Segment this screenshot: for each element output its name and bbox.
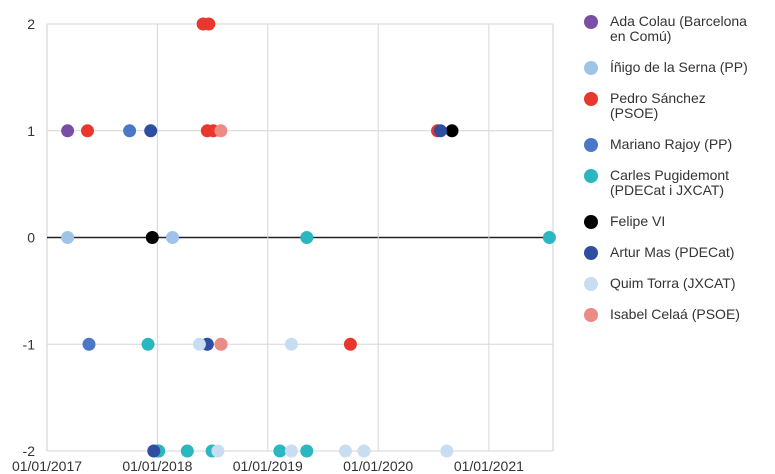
legend-marker — [584, 61, 598, 75]
y-tick-label: 2 — [27, 16, 35, 32]
data-point — [144, 124, 157, 137]
data-point — [61, 231, 74, 244]
legend-marker — [584, 15, 598, 29]
data-point — [193, 338, 206, 351]
data-point — [344, 338, 357, 351]
legend-marker — [584, 246, 598, 260]
legend-marker — [584, 215, 598, 229]
legend-item[interactable]: Felipe VI — [584, 213, 665, 229]
data-point — [300, 445, 313, 458]
data-point — [446, 124, 459, 137]
legend-label: Pedro Sánchez — [610, 90, 706, 106]
data-point — [81, 124, 94, 137]
x-tick-label: 01/01/2020 — [343, 458, 413, 474]
legend-marker — [584, 138, 598, 152]
legend-label: Isabel Celaá (PSOE) — [610, 306, 740, 322]
legend-marker — [584, 169, 598, 183]
legend-label: (PSOE) — [610, 105, 658, 121]
legend-label: Carles Pugidemont — [610, 167, 729, 183]
legend-item[interactable]: Pedro Sánchez(PSOE) — [584, 90, 706, 121]
legend-marker — [584, 92, 598, 106]
data-point — [147, 445, 160, 458]
data-point — [61, 124, 74, 137]
legend-label: Ada Colau (Barcelona — [610, 13, 747, 29]
y-tick-label: 0 — [27, 230, 35, 246]
legend-label: Artur Mas (PDECat) — [610, 244, 734, 260]
y-tick-label: 1 — [27, 123, 35, 139]
legend-label: Felipe VI — [610, 213, 665, 229]
x-tick-label: 01/01/2017 — [12, 458, 82, 474]
legend-label: (PDECat i JXCAT) — [610, 182, 724, 198]
x-tick-label: 01/01/2018 — [122, 458, 192, 474]
legend-item[interactable]: Artur Mas (PDECat) — [584, 244, 734, 260]
data-point — [285, 338, 298, 351]
data-point — [142, 338, 155, 351]
y-tick-label: -2 — [23, 443, 36, 459]
legend-item[interactable]: Quim Torra (JXCAT) — [584, 275, 736, 291]
legend-item[interactable]: Íñigo de la Serna (PP) — [584, 59, 748, 75]
x-tick-label: 01/01/2021 — [454, 458, 524, 474]
data-point — [181, 445, 194, 458]
legend-label: Íñigo de la Serna (PP) — [610, 59, 748, 75]
legend-item[interactable]: Carles Pugidemont(PDECat i JXCAT) — [584, 167, 729, 198]
data-point — [339, 445, 352, 458]
legend-marker — [584, 308, 598, 322]
data-point — [440, 445, 453, 458]
data-point — [146, 231, 159, 244]
data-point — [123, 124, 136, 137]
y-tick-label: -1 — [23, 336, 36, 352]
legend-label: en Comú) — [610, 28, 671, 44]
data-point — [273, 445, 286, 458]
grid-lines — [47, 24, 553, 451]
data-point — [434, 124, 447, 137]
legend-item[interactable]: Isabel Celaá (PSOE) — [584, 306, 740, 322]
data-point — [300, 231, 313, 244]
data-point — [543, 231, 556, 244]
legend-label: Mariano Rajoy (PP) — [610, 136, 732, 152]
data-point — [83, 338, 96, 351]
legend-item[interactable]: Mariano Rajoy (PP) — [584, 136, 732, 152]
data-point — [214, 338, 227, 351]
legend-label: Quim Torra (JXCAT) — [610, 275, 736, 291]
data-point — [358, 445, 371, 458]
data-point — [285, 445, 298, 458]
legend-marker — [584, 277, 598, 291]
data-point — [202, 18, 215, 31]
data-point — [166, 231, 179, 244]
data-point — [214, 124, 227, 137]
x-tick-label: 01/01/2019 — [233, 458, 303, 474]
data-point — [211, 445, 224, 458]
